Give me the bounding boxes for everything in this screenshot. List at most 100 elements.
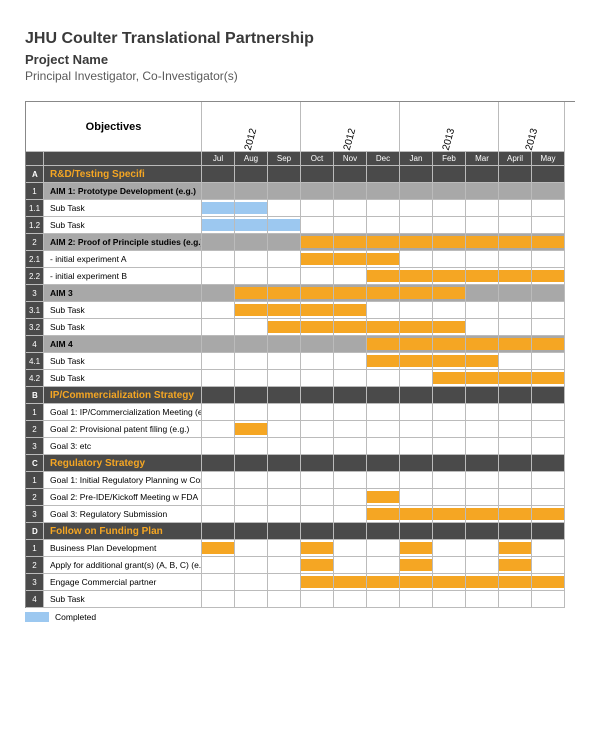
page-title: JHU Coulter Translational Partnership xyxy=(25,30,575,48)
gantt-cell xyxy=(301,506,334,523)
section-month-cell xyxy=(268,387,301,404)
gantt-cell xyxy=(235,319,268,336)
gantt-bar xyxy=(400,508,432,520)
gantt-cell xyxy=(433,370,466,387)
gantt-cell xyxy=(400,285,433,302)
year-header: 2012 xyxy=(202,102,301,152)
gantt-cell xyxy=(466,234,499,251)
row-id: 1.2 xyxy=(26,217,44,234)
gantt-cell xyxy=(268,183,301,200)
gantt-cell xyxy=(433,285,466,302)
gantt-cell xyxy=(466,574,499,591)
gantt-cell xyxy=(400,353,433,370)
section-label: Regulatory Strategy xyxy=(44,455,202,472)
month-header: May xyxy=(532,152,565,166)
gantt-cell xyxy=(202,234,235,251)
gantt-bar xyxy=(235,287,267,299)
row-id: 2 xyxy=(26,421,44,438)
gantt-cell xyxy=(334,489,367,506)
year-header: 2013 xyxy=(499,102,565,152)
year-header: 2013 xyxy=(400,102,499,152)
gantt-bar xyxy=(400,542,432,554)
section-month-cell xyxy=(499,523,532,540)
gantt-cell xyxy=(499,336,532,353)
gantt-cell xyxy=(499,540,532,557)
gantt-cell xyxy=(532,251,565,268)
gantt-bar xyxy=(367,236,399,248)
gantt-cell xyxy=(367,183,400,200)
row-id: 1 xyxy=(26,472,44,489)
gantt-cell xyxy=(466,217,499,234)
gantt-cell xyxy=(532,319,565,336)
gantt-bar xyxy=(433,270,465,282)
row-id: 2 xyxy=(26,557,44,574)
gantt-bar xyxy=(367,576,399,588)
gantt-cell xyxy=(499,591,532,608)
gantt-bar xyxy=(466,355,498,367)
gantt-bar xyxy=(235,423,267,435)
gantt-cell xyxy=(334,557,367,574)
gantt-cell xyxy=(466,200,499,217)
gantt-cell xyxy=(334,183,367,200)
section-month-cell xyxy=(400,166,433,183)
gantt-cell xyxy=(301,251,334,268)
gantt-cell xyxy=(400,183,433,200)
gantt-cell xyxy=(202,285,235,302)
row-id: 4 xyxy=(26,591,44,608)
gantt-cell xyxy=(268,574,301,591)
gantt-cell xyxy=(532,217,565,234)
gantt-cell xyxy=(334,370,367,387)
gantt-bar xyxy=(301,559,333,571)
section-id: A xyxy=(26,166,44,183)
section-month-cell xyxy=(466,523,499,540)
gantt-cell xyxy=(400,302,433,319)
month-header: Oct xyxy=(301,152,334,166)
month-header: Sep xyxy=(268,152,301,166)
gantt-cell xyxy=(367,302,400,319)
gantt-cell xyxy=(499,200,532,217)
gantt-cell xyxy=(202,370,235,387)
gantt-cell xyxy=(301,591,334,608)
gantt-cell xyxy=(466,557,499,574)
gantt-cell xyxy=(268,370,301,387)
gantt-cell xyxy=(301,574,334,591)
gantt-cell xyxy=(301,285,334,302)
gantt-bar xyxy=(202,542,234,554)
month-header: Dec xyxy=(367,152,400,166)
gantt-cell xyxy=(301,183,334,200)
gantt-bar xyxy=(334,236,366,248)
project-name: Project Name xyxy=(25,52,575,67)
gantt-cell xyxy=(268,506,301,523)
gantt-cell xyxy=(400,268,433,285)
section-month-cell xyxy=(268,166,301,183)
row-label: Sub Task xyxy=(44,302,202,319)
gantt-cell xyxy=(301,336,334,353)
section-month-cell xyxy=(400,387,433,404)
gantt-cell xyxy=(400,472,433,489)
gantt-bar xyxy=(268,321,300,333)
section-month-cell xyxy=(532,455,565,472)
gantt-cell xyxy=(466,268,499,285)
gantt-bar xyxy=(400,576,432,588)
gantt-cell xyxy=(466,472,499,489)
gantt-cell xyxy=(202,591,235,608)
gantt-cell xyxy=(367,217,400,234)
gantt-cell xyxy=(268,591,301,608)
gantt-bar xyxy=(466,338,498,350)
month-header: Feb xyxy=(433,152,466,166)
gantt-cell xyxy=(235,336,268,353)
gantt-cell xyxy=(202,506,235,523)
gantt-cell xyxy=(367,421,400,438)
gantt-cell xyxy=(334,251,367,268)
gantt-bar xyxy=(433,338,465,350)
row-id: 4.2 xyxy=(26,370,44,387)
gantt-cell xyxy=(268,319,301,336)
gantt-cell xyxy=(367,404,400,421)
gantt-cell xyxy=(466,438,499,455)
row-id: 2 xyxy=(26,234,44,251)
gantt-cell xyxy=(334,319,367,336)
gantt-cell xyxy=(400,540,433,557)
gantt-cell xyxy=(433,336,466,353)
gantt-bar xyxy=(301,321,333,333)
gantt-cell xyxy=(499,268,532,285)
